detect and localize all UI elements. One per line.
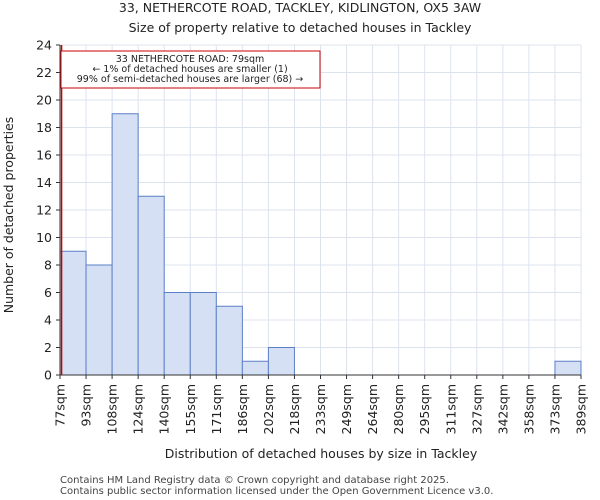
bar-373sqm xyxy=(554,360,582,376)
bar-202sqm xyxy=(267,347,295,376)
footer-line-2: Contains public sector information licen… xyxy=(60,486,493,497)
chart-title: 33, NETHERCOTE ROAD, TACKLEY, KIDLINGTON… xyxy=(119,0,481,15)
x-tick-label-233sqm: 233sqm xyxy=(313,384,328,434)
y-axis-label: Number of detached properties xyxy=(1,117,16,314)
y-tick-label-18: 18 xyxy=(36,120,52,135)
bar-77sqm xyxy=(59,250,87,376)
x-tick-label-249sqm: 249sqm xyxy=(339,384,354,434)
bar-155sqm xyxy=(189,292,217,376)
y-tick-label-20: 20 xyxy=(36,93,52,108)
x-tick-label-93sqm: 93sqm xyxy=(79,384,94,427)
x-tick-label-202sqm: 202sqm xyxy=(261,384,276,434)
x-tick-label-108sqm: 108sqm xyxy=(105,384,120,434)
x-tick-label-389sqm: 389sqm xyxy=(574,384,589,434)
x-tick-label-186sqm: 186sqm xyxy=(235,384,250,434)
y-tick-label-8: 8 xyxy=(44,258,52,273)
y-tick-label-4: 4 xyxy=(44,313,52,328)
x-tick-label-124sqm: 124sqm xyxy=(131,384,146,434)
bar-108sqm xyxy=(111,113,139,376)
bar-140sqm xyxy=(163,292,191,376)
bar-93sqm xyxy=(85,264,113,376)
x-tick-label-218sqm: 218sqm xyxy=(287,384,302,434)
x-tick-label-77sqm: 77sqm xyxy=(53,384,68,427)
y-tick-label-22: 22 xyxy=(36,65,52,80)
x-tick-label-358sqm: 358sqm xyxy=(521,384,536,434)
x-axis-ticks: 77sqm 93sqm 108sqm 124sqm 140sqm 155sqm 171sqm… xyxy=(53,375,589,434)
x-tick-label-342sqm: 342sqm xyxy=(495,384,510,434)
y-tick-label-24: 24 xyxy=(36,38,52,53)
y-tick-label-12: 12 xyxy=(36,203,52,218)
annotation-line-1: 33 NETHERCOTE ROAD: 79sqm xyxy=(116,54,265,65)
bar-171sqm xyxy=(215,305,243,376)
annotation-line-3: 99% of semi-detached houses are larger (… xyxy=(77,74,304,85)
x-tick-label-295sqm: 295sqm xyxy=(417,384,432,434)
y-tick-label-14: 14 xyxy=(36,175,52,190)
chart-subtitle: Size of property relative to detached ho… xyxy=(129,20,472,35)
x-tick-label-264sqm: 264sqm xyxy=(365,384,380,434)
y-tick-label-16: 16 xyxy=(36,148,52,163)
x-tick-label-311sqm: 311sqm xyxy=(443,384,458,434)
x-axis-label: Distribution of detached houses by size … xyxy=(165,446,478,461)
x-tick-label-140sqm: 140sqm xyxy=(157,384,172,434)
y-tick-label-0: 0 xyxy=(44,368,52,383)
footer-line-1: Contains HM Land Registry data © Crown c… xyxy=(60,475,449,486)
x-tick-label-171sqm: 171sqm xyxy=(209,384,224,434)
annotation-line-2: ← 1% of detached houses are smaller (1) xyxy=(92,64,287,75)
annotation-box: 33 NETHERCOTE ROAD: 79sqm ← 1% of detach… xyxy=(60,50,321,89)
x-tick-label-327sqm: 327sqm xyxy=(469,384,484,434)
bar-124sqm xyxy=(137,195,165,376)
annotation-border xyxy=(60,50,321,89)
y-tick-label-10: 10 xyxy=(36,230,52,245)
bar-186sqm xyxy=(241,360,269,376)
y-tick-label-6: 6 xyxy=(44,285,52,300)
x-tick-label-155sqm: 155sqm xyxy=(183,384,198,434)
y-tick-label-2: 2 xyxy=(44,340,52,355)
x-tick-label-280sqm: 280sqm xyxy=(391,384,406,434)
x-tick-label-373sqm: 373sqm xyxy=(547,384,562,434)
